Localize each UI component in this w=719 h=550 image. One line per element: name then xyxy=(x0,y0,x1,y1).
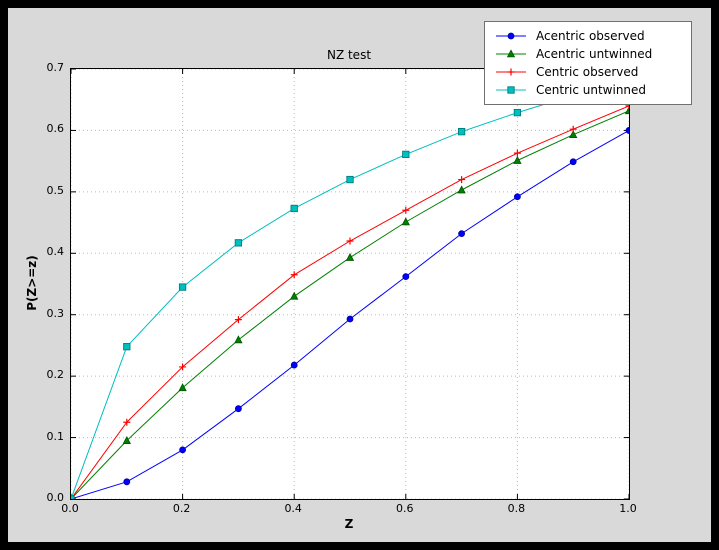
y-tick-label: 0.7 xyxy=(46,61,65,74)
y-tick-label: 0.4 xyxy=(46,245,65,259)
legend-label: Centric untwinned xyxy=(536,83,647,97)
legend-sample-square-icon xyxy=(496,86,526,94)
legend-item: Acentric untwinned xyxy=(494,45,682,63)
legend-label: Centric observed xyxy=(536,65,639,79)
chart-title: NZ test xyxy=(326,48,372,62)
x-tick-label: 0.0 xyxy=(61,502,79,515)
legend-item: Centric untwinned xyxy=(494,81,682,99)
legend-sample-plus-icon xyxy=(496,68,526,76)
x-tick-label: 0.8 xyxy=(507,502,526,515)
plot-area xyxy=(70,68,630,500)
x-tick-label: 0.6 xyxy=(396,502,414,515)
y-tick-label: 0.6 xyxy=(46,122,65,136)
y-tick-label: 0.5 xyxy=(46,183,65,197)
y-tick-label: 0.3 xyxy=(46,306,65,320)
y-tick-label: 0.2 xyxy=(46,368,65,382)
x-tick-label: 0.4 xyxy=(284,502,302,515)
legend-sample-circle-icon xyxy=(496,32,526,40)
legend-item: Acentric observed xyxy=(494,27,682,45)
legend-label: Acentric observed xyxy=(536,29,645,43)
legend-item: Centric observed xyxy=(494,63,682,81)
matplotlib-figure: NZ test P(Z>=z) Z 0.0 0.2 0.4 0.6 0.8 1.0 0.0 0… xyxy=(8,8,711,542)
y-axis-label: P(Z>=z) xyxy=(25,255,39,311)
x-tick-label: 1.0 xyxy=(619,502,637,515)
legend: Acentric observed Acentric untwinned Centr… xyxy=(484,21,692,105)
x-tick-label: 0.2 xyxy=(172,502,191,515)
chart-canvas xyxy=(71,69,629,499)
x-axis-label: Z xyxy=(344,517,354,531)
y-tick-label: 0.0 xyxy=(46,491,65,504)
y-tick-label: 0.1 xyxy=(46,429,65,443)
legend-label: Acentric untwinned xyxy=(536,47,653,61)
legend-sample-triangle-icon xyxy=(496,49,526,58)
